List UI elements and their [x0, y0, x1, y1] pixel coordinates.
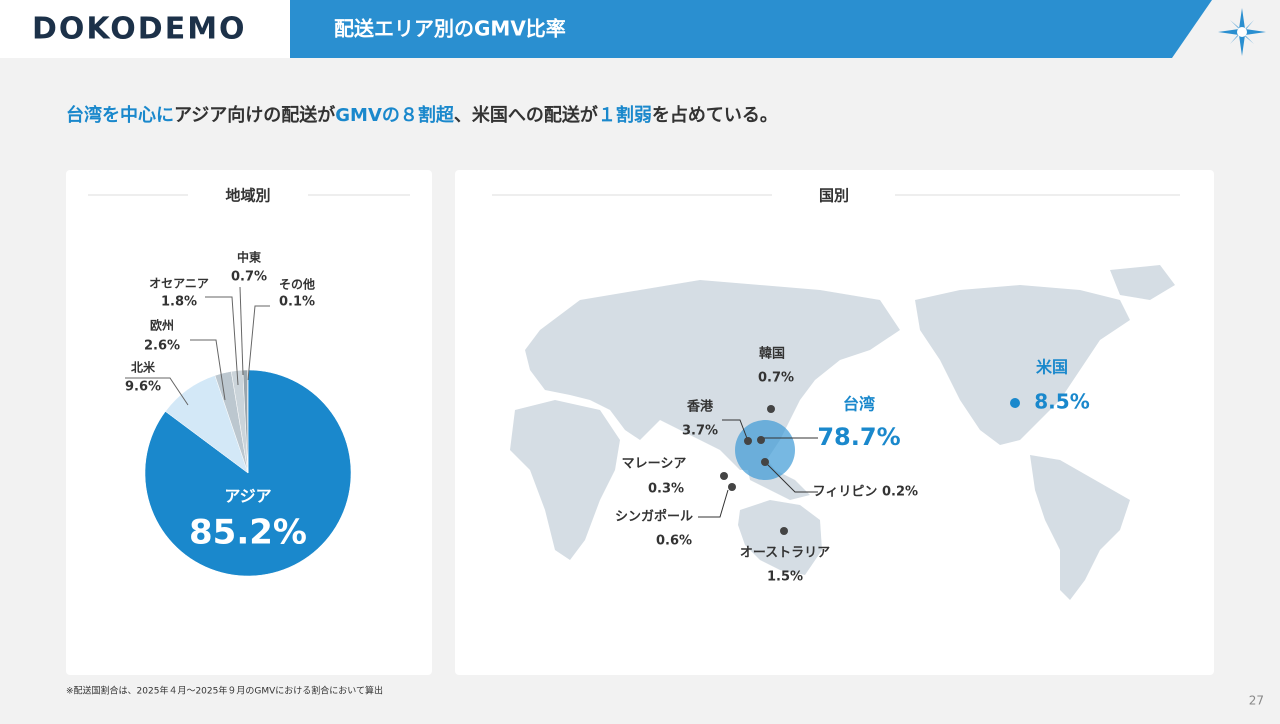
country-share: 78.7%: [817, 423, 900, 451]
leader-line: [764, 461, 818, 493]
country-dot: [757, 436, 765, 444]
headline-part: を占めている。: [652, 104, 778, 126]
title-bar: [290, 0, 1212, 58]
headline-part: アジア向けの配送が: [174, 104, 335, 126]
country-share: 8.5%: [1034, 390, 1089, 414]
category-label: 北米: [131, 360, 156, 375]
country-share: 0.2%: [882, 485, 918, 500]
category-label: 欧州: [150, 318, 174, 333]
page-number: 27: [1249, 694, 1264, 708]
country-name: フィリピン: [813, 485, 878, 500]
country-name: マレーシア: [622, 457, 687, 472]
headline-part: 、米国への配送が: [454, 104, 598, 126]
category-label: アジア: [224, 487, 271, 506]
panel-title: 国別: [819, 187, 849, 205]
category-label: その他: [279, 277, 315, 292]
leader-line: [205, 296, 239, 386]
panel-title: 地域別: [225, 187, 270, 205]
slide-title: 配送エリア別のGMV比率: [334, 17, 566, 41]
country-dot: [780, 527, 788, 535]
footnote: ※配送国割合は、2025年４月～2025年９月のGMVにおける割合において算出: [66, 685, 383, 697]
leader-line: [247, 305, 270, 381]
country-name: 香港: [686, 399, 714, 415]
country-name: オーストラリア: [740, 546, 830, 561]
country-dot: [720, 472, 728, 480]
category-label: 中東: [237, 250, 261, 265]
headline-part: １割弱: [598, 104, 652, 126]
headline: 台湾を中心にアジア向けの配送がGMVの８割超、米国への配送が１割弱を占めている。: [66, 104, 778, 126]
country-share: 1.5%: [767, 570, 803, 585]
country-dot: [761, 458, 769, 466]
leader-line: [125, 377, 189, 406]
pie-slice: [247, 369, 249, 474]
country-dot: [767, 405, 775, 413]
country-name: 台湾: [843, 395, 875, 414]
leader-line: [698, 489, 729, 518]
leader-line: [190, 339, 226, 401]
logo-area: [0, 0, 290, 58]
country-dot: [728, 483, 736, 491]
headline-part: 台湾を中心に: [66, 104, 174, 126]
country-share: 0.6%: [656, 534, 692, 549]
headline-part: GMVの８割超: [335, 104, 455, 126]
logo: DOKODEMO: [32, 12, 247, 47]
country-dot: [1010, 398, 1020, 408]
leader-line: [239, 286, 244, 376]
value-label: 0.7%: [231, 270, 267, 285]
country-share: 0.3%: [648, 482, 684, 497]
country-name: 米国: [1036, 358, 1068, 377]
value-label: 2.6%: [144, 339, 180, 354]
logo-star: [1218, 8, 1266, 56]
leader-line: [722, 419, 749, 442]
taiwan-bubble: [735, 420, 795, 480]
country-name: 韓国: [759, 346, 785, 362]
country-dot: [744, 437, 752, 445]
value-label: 0.1%: [279, 295, 315, 310]
value-label: 1.8%: [161, 295, 197, 310]
country-name: シンガポール: [615, 509, 693, 525]
country-share: 3.7%: [682, 424, 718, 439]
value-label: 9.6%: [125, 380, 161, 395]
country-share: 0.7%: [758, 371, 794, 386]
world-map: [510, 265, 1175, 600]
category-label: オセアニア: [149, 277, 209, 291]
value-label: 85.2%: [189, 513, 307, 553]
